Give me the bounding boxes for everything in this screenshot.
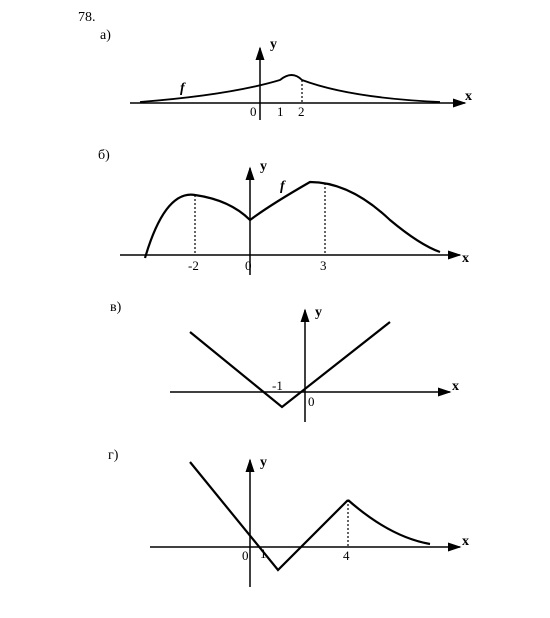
tick-b-3: 3 xyxy=(320,258,327,273)
part-a-label: а) xyxy=(100,28,111,44)
lines-d xyxy=(190,462,348,570)
tick-a-2: 2 xyxy=(298,104,305,119)
y-label: y xyxy=(270,40,277,52)
origin-c: 0 xyxy=(308,394,315,409)
tick-d-4: 4 xyxy=(343,548,350,563)
x-label: x xyxy=(452,379,459,394)
x-label: x xyxy=(462,251,469,266)
tick-c-neg1: -1 xyxy=(272,378,283,393)
origin-a: 0 xyxy=(250,104,257,119)
y-label: y xyxy=(260,160,267,174)
x-label: x xyxy=(465,89,472,104)
y-label: y xyxy=(315,305,322,320)
chart-b: y x f 0 -2 3 xyxy=(110,160,480,290)
chart-d: y x 0 1 4 xyxy=(130,452,480,602)
tick-d-1: 1 xyxy=(260,546,267,561)
origin-b: 0 xyxy=(245,258,252,273)
tick-b-neg2: -2 xyxy=(188,258,199,273)
origin-d: 0 xyxy=(242,548,249,563)
tick-a-1: 1 xyxy=(277,104,284,119)
curve-c xyxy=(190,322,390,407)
curve-b xyxy=(145,182,440,258)
problem-number: 78. xyxy=(78,10,96,26)
y-label: y xyxy=(260,455,267,470)
chart-a: y x f 0 1 2 xyxy=(120,40,480,140)
func-label-a: f xyxy=(180,81,186,96)
part-b-label: б) xyxy=(98,148,110,164)
x-label: x xyxy=(462,534,469,549)
curve-a xyxy=(140,75,440,102)
chart-c: y x 0 -1 xyxy=(150,302,470,437)
func-label-b: f xyxy=(280,179,286,194)
curve-d xyxy=(348,500,430,544)
part-c-label: в) xyxy=(110,300,121,316)
part-d-label: г) xyxy=(108,448,118,464)
